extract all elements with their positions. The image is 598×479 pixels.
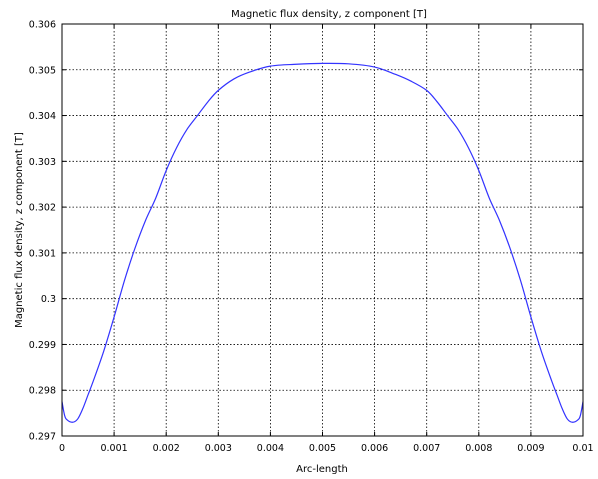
x-axis-label: Arc-length (296, 464, 348, 475)
y-tick-label: 0.304 (29, 111, 56, 122)
x-tick-label: 0.005 (309, 443, 336, 454)
x-tick-label: 0.006 (361, 443, 388, 454)
y-tick-label: 0.3 (41, 294, 56, 305)
x-tick-label: 0.004 (257, 443, 284, 454)
x-tick-label: 0.009 (517, 443, 544, 454)
x-tick-label: 0.007 (413, 443, 440, 454)
x-tick-label: 0.003 (205, 443, 232, 454)
ticks: 0 0.001 0.002 0.003 0.004 0.005 0.006 0.007 0.00… (29, 20, 594, 455)
grid (62, 24, 583, 436)
y-tick-label: 0.301 (29, 248, 56, 259)
series-line (61, 62, 584, 423)
series-group (61, 62, 584, 423)
y-tick-label: 0.306 (29, 20, 56, 31)
y-axis-label: Magnetic flux density, z component [T] (14, 132, 25, 328)
x-tick-label: 0.01 (572, 443, 593, 454)
y-tick-label: 0.302 (29, 203, 56, 214)
x-tick-label: 0.002 (153, 443, 180, 454)
chart-title: Magnetic flux density, z component [T] (231, 9, 427, 20)
y-tick-label: 0.305 (29, 65, 56, 76)
y-tick-label: 0.299 (29, 340, 56, 351)
x-tick-label: 0.008 (465, 443, 492, 454)
x-tick-label: 0 (59, 443, 65, 454)
x-tick-label: 0.001 (100, 443, 127, 454)
y-tick-label: 0.303 (29, 157, 56, 168)
y-tick-label: 0.297 (29, 432, 56, 443)
y-tick-label: 0.298 (29, 386, 56, 397)
